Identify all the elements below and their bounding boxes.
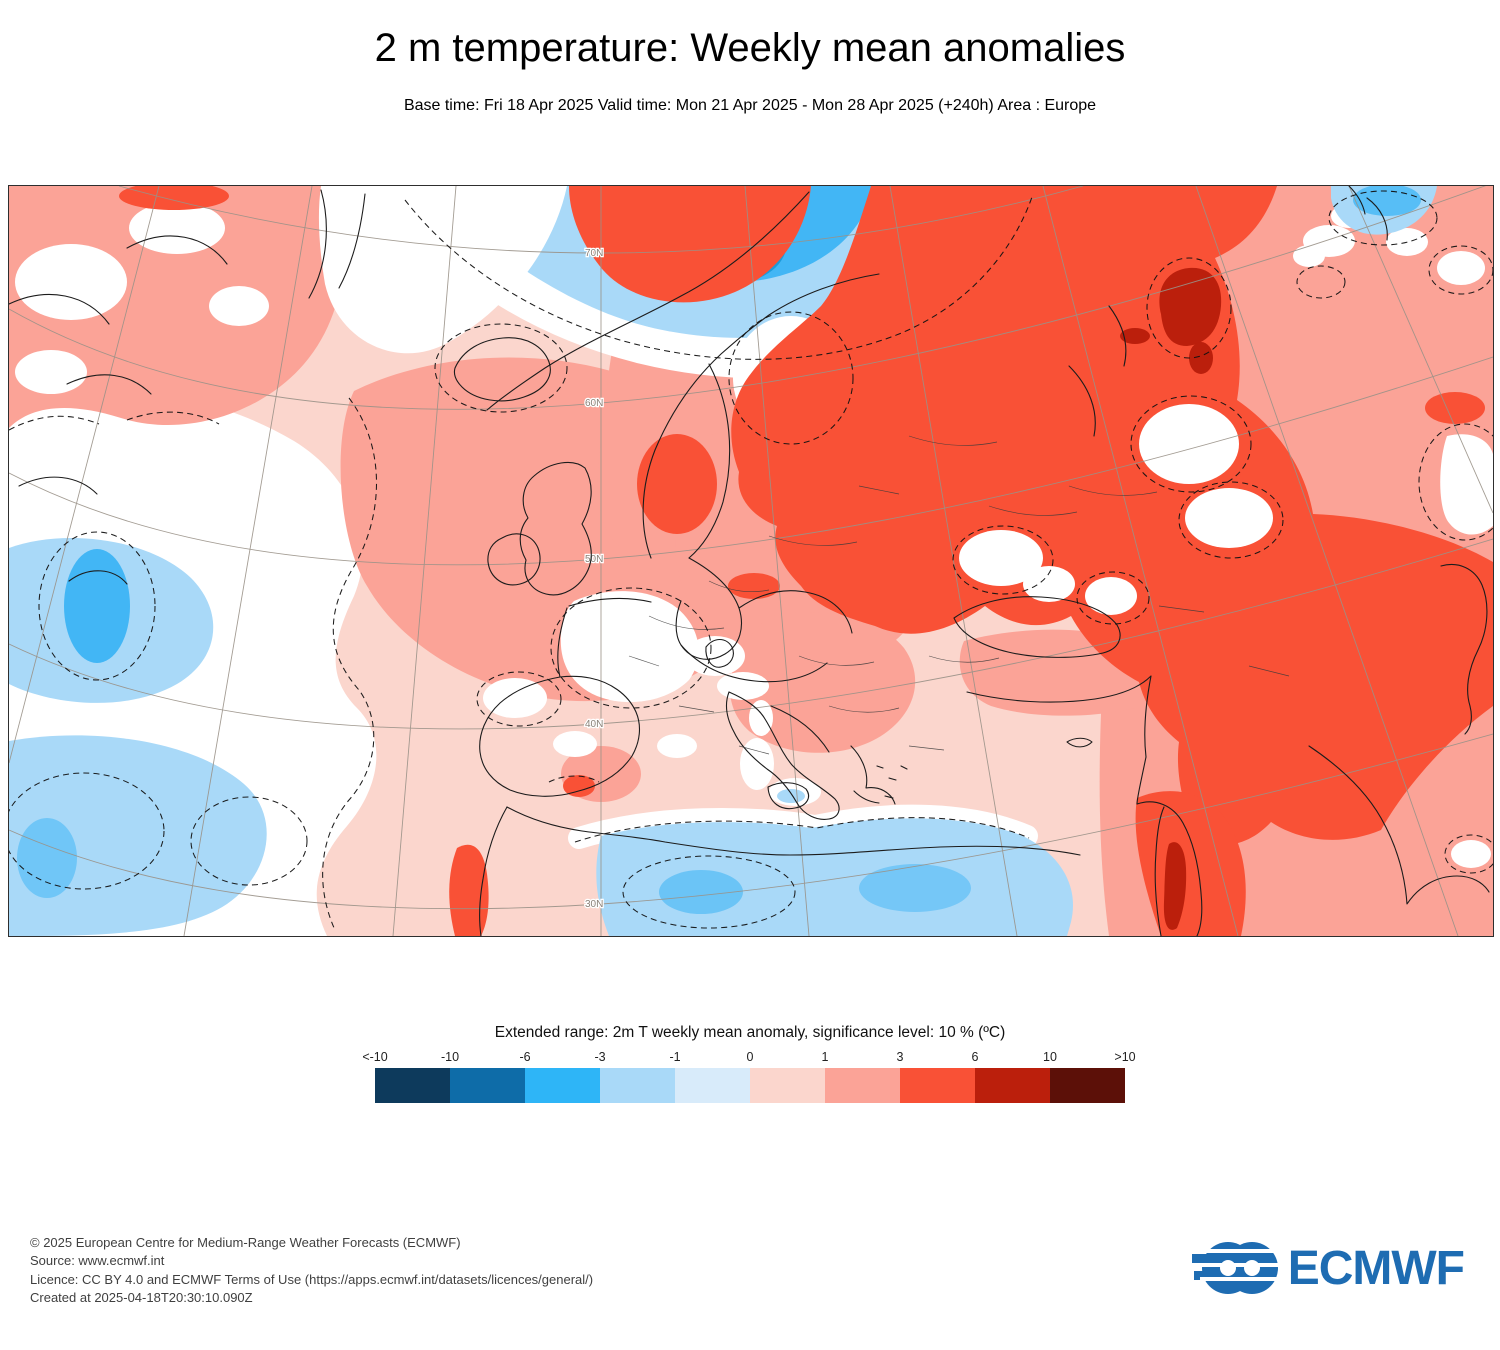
greenland-hot-region bbox=[569, 186, 811, 303]
legend-segment bbox=[975, 1068, 1050, 1103]
legend-title: Extended range: 2m T weekly mean anomaly… bbox=[494, 1024, 1006, 1041]
latitude-label-30n: 30N bbox=[585, 899, 603, 910]
legend-tick: <-10 bbox=[362, 1050, 388, 1064]
ecmwf-logo-icon bbox=[1191, 1242, 1278, 1294]
country-borders bbox=[628, 435, 1290, 755]
page-subtitle: Base time: Fri 18 Apr 2025 Valid time: M… bbox=[403, 97, 1097, 114]
graticule bbox=[9, 186, 1493, 936]
legend-segment bbox=[375, 1068, 450, 1103]
legend-segment bbox=[450, 1068, 525, 1103]
footer-attribution: © 2025 European Centre for Medium-Range … bbox=[30, 1234, 593, 1308]
france-neutral-region bbox=[560, 591, 699, 703]
legend-tick: -6 bbox=[519, 1050, 531, 1064]
latitude-label-40n: 40N bbox=[585, 719, 603, 730]
legend-tick: -10 bbox=[440, 1050, 460, 1064]
legend-tick: 3 bbox=[896, 1050, 904, 1064]
legend-tick: 6 bbox=[971, 1050, 979, 1064]
footer-line: Licence: CC BY 4.0 and ECMWF Terms of Us… bbox=[30, 1271, 594, 1287]
legend-segment bbox=[825, 1068, 900, 1103]
northwest-warm-region bbox=[9, 186, 343, 428]
latitude-label-70n: 70N bbox=[585, 248, 603, 259]
ecmwf-logo-text: ECMWF bbox=[1287, 1241, 1465, 1295]
legend-tick: -3 bbox=[594, 1050, 606, 1064]
legend-segment bbox=[675, 1068, 750, 1103]
red-sea-hot-region bbox=[1135, 791, 1246, 936]
legend-tick: 0 bbox=[746, 1050, 754, 1064]
significance-contours bbox=[9, 190, 1493, 931]
footer-line: © 2025 European Centre for Medium-Range … bbox=[30, 1235, 461, 1250]
map-canvas: 70N 60N 50N 40N 30N bbox=[9, 186, 1493, 936]
eastern-europe-hot-region bbox=[731, 186, 1493, 845]
latitude-label-50n: 50N bbox=[585, 554, 603, 565]
anomaly-map: 70N 60N 50N 40N 30N bbox=[8, 185, 1494, 937]
footer-line: Source: www.ecmwf.int bbox=[30, 1253, 165, 1269]
ecmwf-logo: ECMWF bbox=[1191, 1240, 1465, 1296]
footer-line: Created at 2025-04-18T20:30:10.090Z bbox=[30, 1290, 253, 1306]
legend-tick: >10 bbox=[1114, 1050, 1136, 1064]
morocco-hot-streak bbox=[449, 844, 489, 936]
legend-segment bbox=[900, 1068, 975, 1103]
legend-segment bbox=[525, 1068, 600, 1103]
legend-tick: -1 bbox=[669, 1050, 681, 1064]
legend-segment bbox=[600, 1068, 675, 1103]
mediterranean-cool-region bbox=[596, 818, 1073, 936]
legend-segment bbox=[1050, 1068, 1125, 1103]
legend-tick-labels: <-10 -10 -6 -3 -1 0 1 3 6 10 >10 bbox=[362, 1050, 1135, 1066]
legend-tick: 1 bbox=[821, 1050, 829, 1064]
page-title: 2 m temperature: Weekly mean anomalies bbox=[374, 26, 1126, 70]
latitude-labels: 70N 60N 50N 40N 30N bbox=[584, 247, 605, 912]
legend-bar bbox=[375, 1068, 1125, 1103]
coastlines bbox=[9, 186, 1490, 936]
legend-segment bbox=[750, 1068, 825, 1103]
latitude-label-60n: 60N bbox=[585, 398, 603, 409]
legend-tick: 10 bbox=[1043, 1050, 1057, 1064]
